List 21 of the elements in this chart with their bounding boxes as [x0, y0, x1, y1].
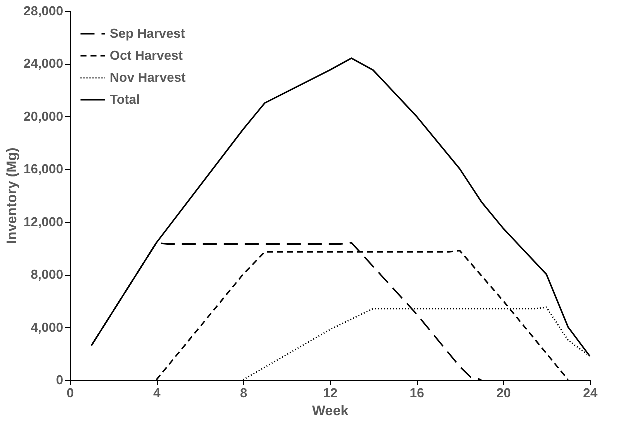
y-axis-title: Inventory (Mg) — [4, 148, 20, 244]
y-tick-label: 28,000 — [24, 4, 64, 18]
legend-label: Sep Harvest — [110, 26, 186, 41]
y-tick-label: 20,000 — [24, 108, 64, 124]
y-tick-label: 24,000 — [24, 56, 64, 72]
x-tick-label: 12 — [323, 386, 338, 400]
x-tick-label: 16 — [410, 386, 424, 400]
y-tick-label: 4,000 — [30, 320, 64, 335]
y-tick-label: 0 — [56, 372, 64, 388]
x-tick-label: 0 — [66, 386, 74, 400]
legend-label: Nov Harvest — [110, 70, 187, 85]
legend-label: Total — [110, 92, 140, 107]
y-tick-label: 12,000 — [24, 214, 64, 230]
legend-label: Oct Harvest — [110, 48, 184, 63]
x-tick-label: 20 — [496, 386, 512, 400]
x-tick-label: 4 — [154, 386, 162, 400]
y-tick-label: 8,000 — [30, 267, 64, 282]
x-tick-label: 24 — [583, 386, 598, 400]
y-tick-label: 16,000 — [24, 162, 64, 177]
x-tick-label: 8 — [240, 386, 248, 400]
x-axis-title: Week — [312, 402, 349, 418]
